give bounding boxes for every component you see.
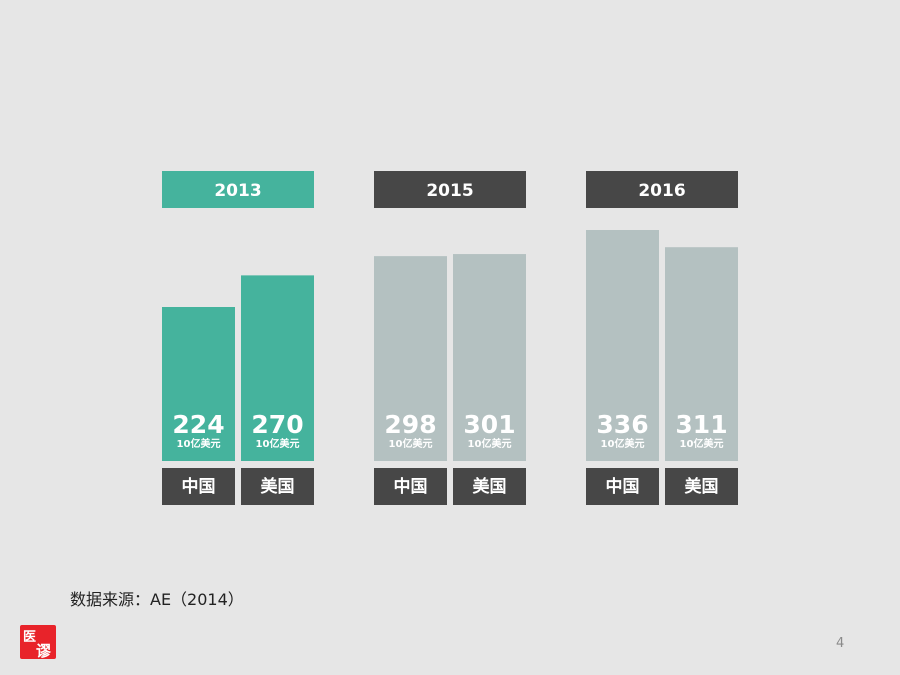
bar-unit-label: 10亿美元 bbox=[468, 437, 512, 450]
category-label: 美国 bbox=[685, 476, 719, 497]
bar-value-label: 270 bbox=[251, 410, 303, 439]
year-label: 2013 bbox=[214, 181, 261, 201]
bar-2015-0 bbox=[374, 256, 447, 461]
category-box bbox=[453, 468, 526, 505]
bar-unit-label: 10亿美元 bbox=[177, 437, 221, 450]
category-label: 中国 bbox=[606, 476, 640, 497]
bar-2013-0 bbox=[162, 307, 235, 461]
category-box bbox=[241, 468, 314, 505]
category-label: 中国 bbox=[394, 476, 428, 497]
category-label: 美国 bbox=[473, 476, 507, 497]
page-number: 4 bbox=[836, 636, 845, 651]
data-source-note: 数据来源：AE（2014） bbox=[70, 590, 244, 609]
year-header bbox=[162, 171, 314, 208]
category-label: 美国 bbox=[261, 476, 295, 497]
bar-unit-label: 10亿美元 bbox=[601, 437, 645, 450]
bar-unit-label: 10亿美元 bbox=[256, 437, 300, 450]
year-header bbox=[374, 171, 526, 208]
bar-unit-label: 10亿美元 bbox=[680, 437, 724, 450]
chart-groups: 201322410亿美元中国27010亿美元美国201529810亿美元中国30… bbox=[162, 171, 738, 505]
seal-logo-icon: 医 谬 bbox=[20, 625, 56, 660]
bar-value-label: 224 bbox=[172, 410, 224, 439]
bar-2016-0 bbox=[586, 230, 659, 461]
bar-value-label: 298 bbox=[384, 410, 436, 439]
bar-2016-1 bbox=[665, 247, 738, 461]
category-box bbox=[162, 468, 235, 505]
category-label: 中国 bbox=[182, 476, 216, 497]
bar-value-label: 311 bbox=[675, 410, 727, 439]
category-box bbox=[586, 468, 659, 505]
bar-2013-1 bbox=[241, 275, 314, 461]
category-box bbox=[374, 468, 447, 505]
year-label: 2015 bbox=[426, 181, 473, 201]
category-box bbox=[665, 468, 738, 505]
year-header bbox=[586, 171, 738, 208]
year-label: 2016 bbox=[638, 181, 685, 201]
bar-value-label: 336 bbox=[596, 410, 648, 439]
bar-value-label: 301 bbox=[463, 410, 515, 439]
bar-unit-label: 10亿美元 bbox=[389, 437, 433, 450]
bar-2015-1 bbox=[453, 254, 526, 461]
